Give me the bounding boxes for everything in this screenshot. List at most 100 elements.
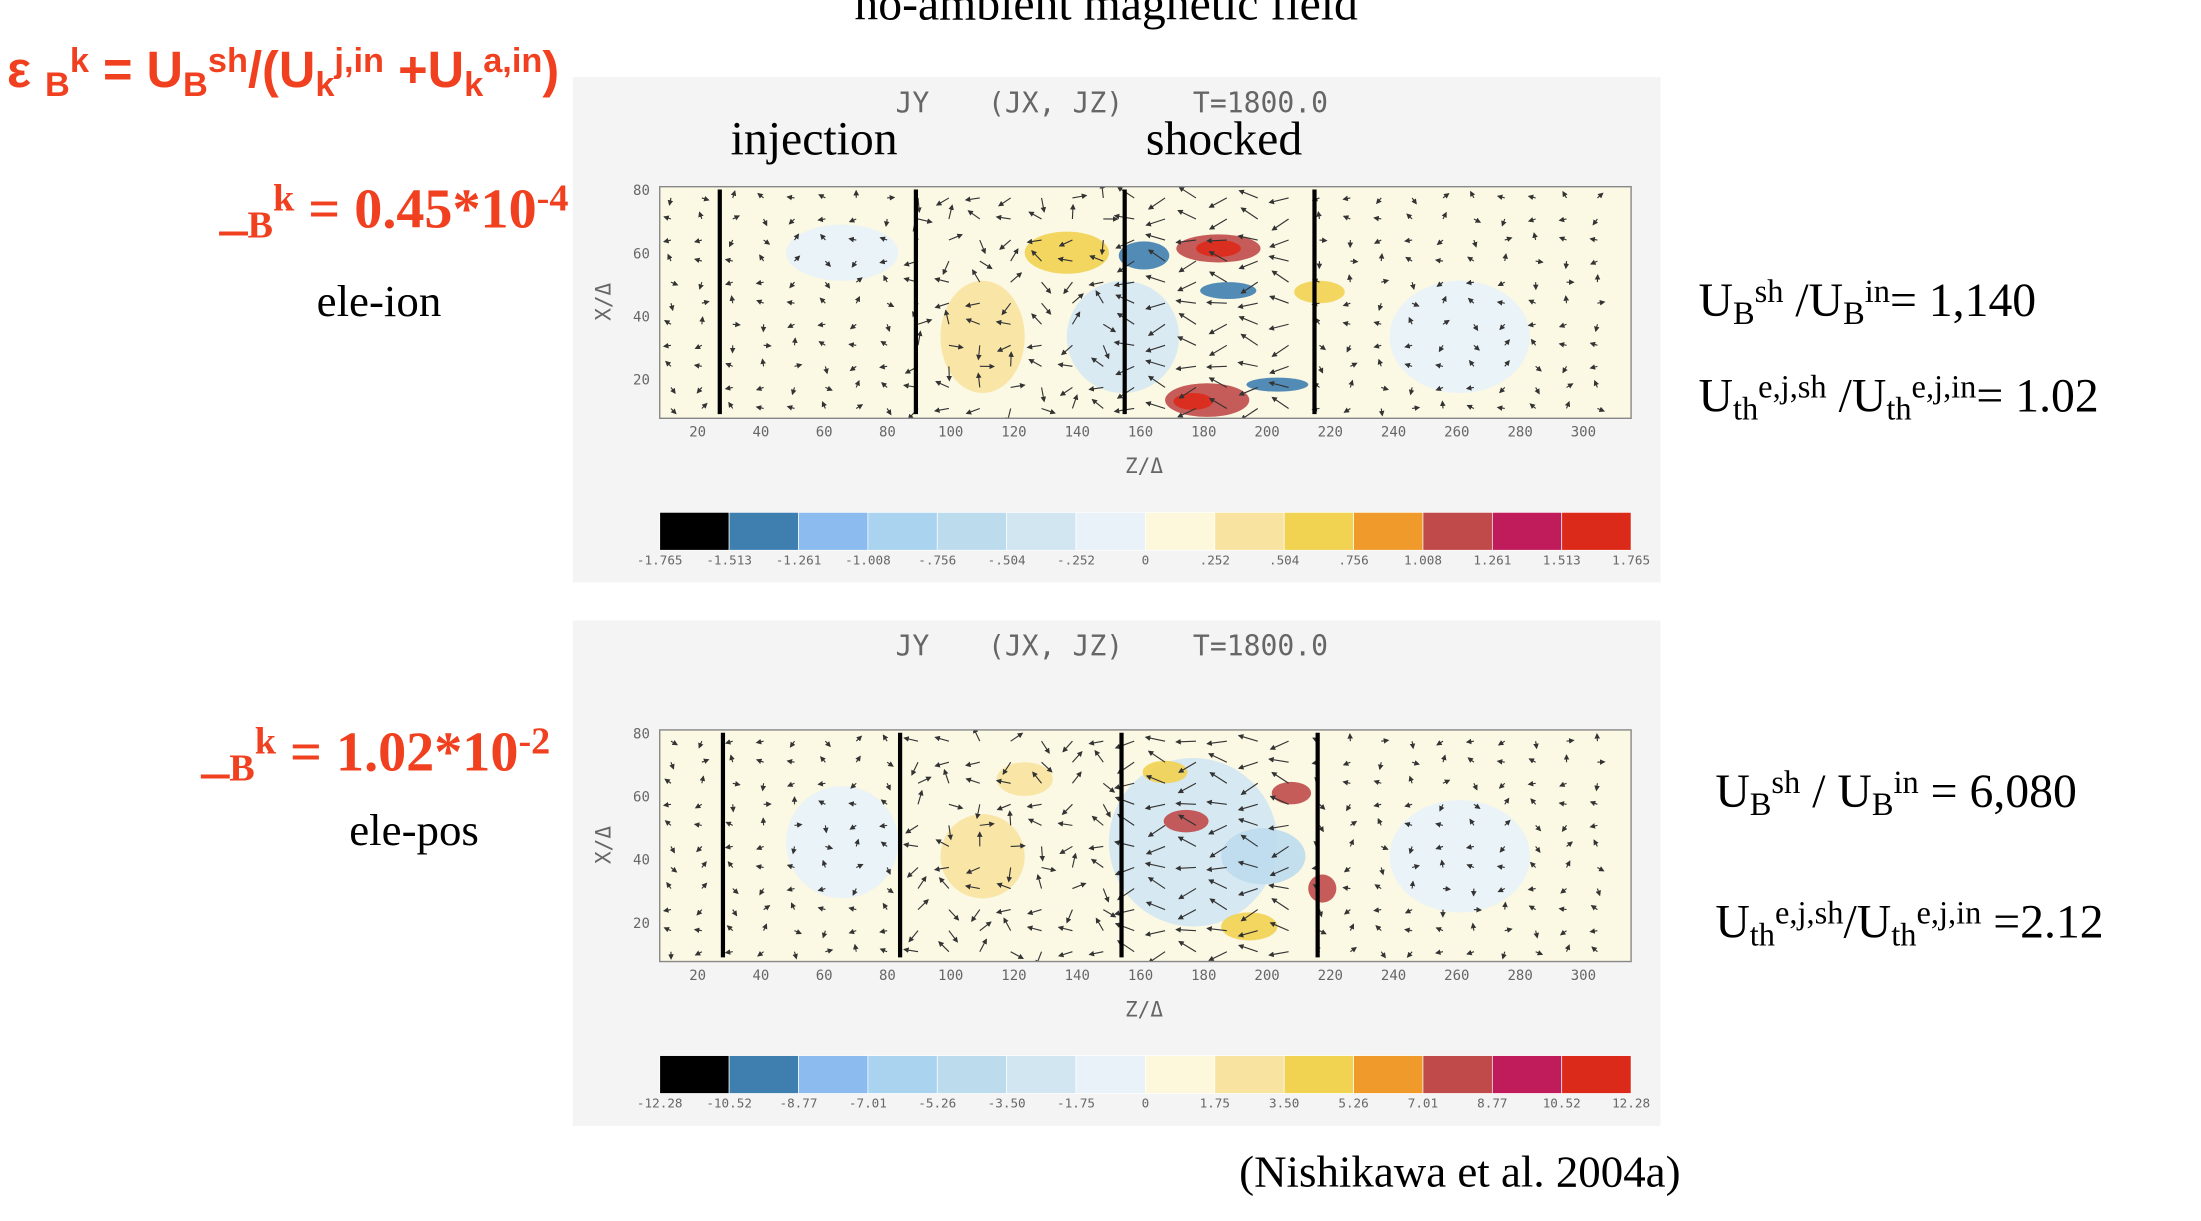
field-arrow xyxy=(1237,734,1258,742)
field-arrow xyxy=(1071,394,1079,409)
colorbar-label: 1.261 xyxy=(1473,552,1511,567)
y-tick-label: 80 xyxy=(633,726,650,742)
field-arrow xyxy=(791,387,797,396)
field-arrow xyxy=(1147,249,1166,262)
field-arrow xyxy=(1008,351,1014,367)
text-part: /U xyxy=(1783,274,1843,327)
colorbar-label: 1.008 xyxy=(1404,552,1442,567)
field-arrow xyxy=(1271,771,1289,784)
field-arrow xyxy=(724,739,733,745)
plot-frame xyxy=(659,185,1632,420)
field-arrow xyxy=(729,239,735,248)
field-arrow xyxy=(1178,386,1197,399)
text-part: U xyxy=(1715,896,1749,949)
field-arrow xyxy=(1438,345,1445,353)
field-arrow xyxy=(879,236,888,242)
field-arrow xyxy=(964,302,980,308)
colorbar-label: -1.261 xyxy=(776,552,822,567)
field-arrow xyxy=(979,260,993,270)
field-arrow xyxy=(699,775,706,784)
colorbar-cell xyxy=(867,1055,938,1094)
field-arrow xyxy=(1269,239,1289,248)
field-arrow xyxy=(1534,387,1540,395)
field-arrow xyxy=(763,239,771,245)
field-arrow xyxy=(1147,876,1166,890)
field-arrow xyxy=(1350,946,1357,953)
field-arrow xyxy=(825,385,833,392)
field-arrow xyxy=(1095,917,1104,931)
plot-title: JY xyxy=(896,630,930,663)
field-arrow xyxy=(1589,236,1598,243)
field-arrow xyxy=(1503,797,1510,805)
plot-frame xyxy=(659,729,1632,963)
field-arrow xyxy=(694,803,703,809)
field-arrow xyxy=(903,736,919,742)
field-arrow xyxy=(1178,260,1197,273)
field-arrow xyxy=(793,233,800,241)
field-arrow xyxy=(1504,360,1510,367)
field-arrow xyxy=(1439,400,1446,409)
energy-ratio: Uthe,j,sh/Uthe,j,in =2.12 xyxy=(1715,895,2103,953)
colorbar-cell xyxy=(798,511,869,551)
field-arrow xyxy=(1381,385,1390,391)
field-arrow xyxy=(1145,845,1166,855)
field-arrow xyxy=(948,930,959,943)
colorbar-cell xyxy=(867,511,938,551)
x-tick-label: 180 xyxy=(1191,968,1216,984)
field-arrow xyxy=(1057,951,1073,958)
field-arrow xyxy=(1590,259,1598,265)
field-arrow xyxy=(850,782,857,789)
field-arrow xyxy=(759,888,765,896)
field-arrow xyxy=(1350,258,1359,265)
field-arrow xyxy=(1381,278,1390,285)
field-arrow xyxy=(848,342,857,348)
field-arrow xyxy=(1175,738,1196,745)
field-arrow xyxy=(727,861,734,868)
field-arrow xyxy=(1099,186,1106,198)
field-arrow xyxy=(934,277,950,283)
field-arrow xyxy=(790,902,796,910)
field-arrow xyxy=(817,321,826,328)
field-arrow xyxy=(1063,281,1073,295)
field-arrow xyxy=(917,899,929,911)
x-tick-label: 80 xyxy=(879,425,896,441)
field-arrow xyxy=(665,360,672,367)
field-arrow xyxy=(879,258,888,265)
field-arrow xyxy=(1436,239,1444,246)
field-arrow xyxy=(1175,800,1196,807)
field-arrow xyxy=(1376,197,1382,205)
text-part: _ xyxy=(218,178,248,240)
field-arrow xyxy=(1010,272,1023,283)
field-arrow xyxy=(1502,901,1508,910)
field-arrow xyxy=(762,923,768,931)
field-arrow xyxy=(938,877,950,889)
field-arrow xyxy=(728,401,734,409)
field-arrow xyxy=(1269,795,1289,805)
field-arrow xyxy=(1470,922,1477,931)
field-arrow xyxy=(1504,236,1513,242)
field-arrow xyxy=(724,844,733,850)
field-arrow xyxy=(732,215,741,221)
field-arrow xyxy=(1589,341,1598,348)
field-arrow xyxy=(1560,887,1567,894)
y-tick-label: 80 xyxy=(633,183,650,199)
field-arrow xyxy=(1465,738,1474,745)
field-arrow xyxy=(1177,281,1197,292)
field-arrow xyxy=(701,195,710,202)
field-arrow xyxy=(996,882,1011,890)
y-axis-label: X/Δ xyxy=(591,826,616,864)
field-arrow xyxy=(1269,740,1289,750)
plot-title: T=1800.0 xyxy=(1193,86,1328,119)
field-arrow xyxy=(1594,783,1600,792)
y-tick-label: 20 xyxy=(633,373,650,389)
x-tick-label: 20 xyxy=(689,425,706,441)
field-arrow xyxy=(1057,821,1073,827)
colorbar-cell xyxy=(1491,511,1563,551)
field-arrow xyxy=(1237,360,1258,367)
field-arrow xyxy=(664,820,672,826)
field-arrow xyxy=(662,342,672,349)
field-arrow xyxy=(789,740,796,748)
field-arrow xyxy=(1175,298,1197,305)
field-arrow xyxy=(886,408,892,416)
field-arrow xyxy=(880,340,888,347)
